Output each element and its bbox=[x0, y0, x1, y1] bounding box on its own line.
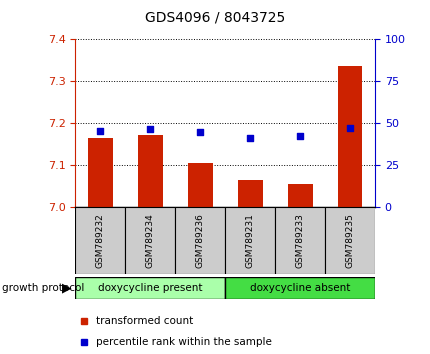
Text: percentile rank within the sample: percentile rank within the sample bbox=[96, 337, 272, 347]
Bar bbox=[224, 207, 274, 274]
Point bbox=[97, 129, 104, 134]
Bar bbox=[287, 184, 312, 207]
Text: GSM789236: GSM789236 bbox=[195, 213, 204, 268]
Text: GDS4096 / 8043725: GDS4096 / 8043725 bbox=[145, 11, 285, 25]
Bar bbox=[75, 207, 125, 274]
Bar bbox=[187, 163, 212, 207]
Bar bbox=[175, 207, 224, 274]
Bar bbox=[138, 135, 163, 207]
Point bbox=[147, 126, 154, 132]
Text: growth protocol: growth protocol bbox=[2, 283, 84, 293]
Text: doxycycline present: doxycycline present bbox=[98, 283, 202, 293]
Bar bbox=[88, 138, 113, 207]
Point bbox=[346, 125, 353, 131]
Text: GSM789235: GSM789235 bbox=[345, 213, 354, 268]
Text: GSM789233: GSM789233 bbox=[295, 213, 304, 268]
Bar bbox=[237, 180, 262, 207]
Text: doxycycline absent: doxycycline absent bbox=[249, 283, 350, 293]
Text: GSM789231: GSM789231 bbox=[245, 213, 254, 268]
Bar bbox=[274, 207, 324, 274]
Point bbox=[197, 130, 203, 135]
Text: transformed count: transformed count bbox=[96, 316, 193, 326]
Point bbox=[246, 135, 253, 141]
Bar bbox=[224, 277, 374, 299]
Bar bbox=[324, 207, 374, 274]
Bar bbox=[337, 66, 362, 207]
Text: ▶: ▶ bbox=[61, 281, 71, 295]
Text: GSM789232: GSM789232 bbox=[95, 213, 104, 268]
Text: GSM789234: GSM789234 bbox=[145, 213, 154, 268]
Bar bbox=[125, 207, 175, 274]
Bar bbox=[75, 277, 224, 299]
Point bbox=[296, 133, 303, 138]
